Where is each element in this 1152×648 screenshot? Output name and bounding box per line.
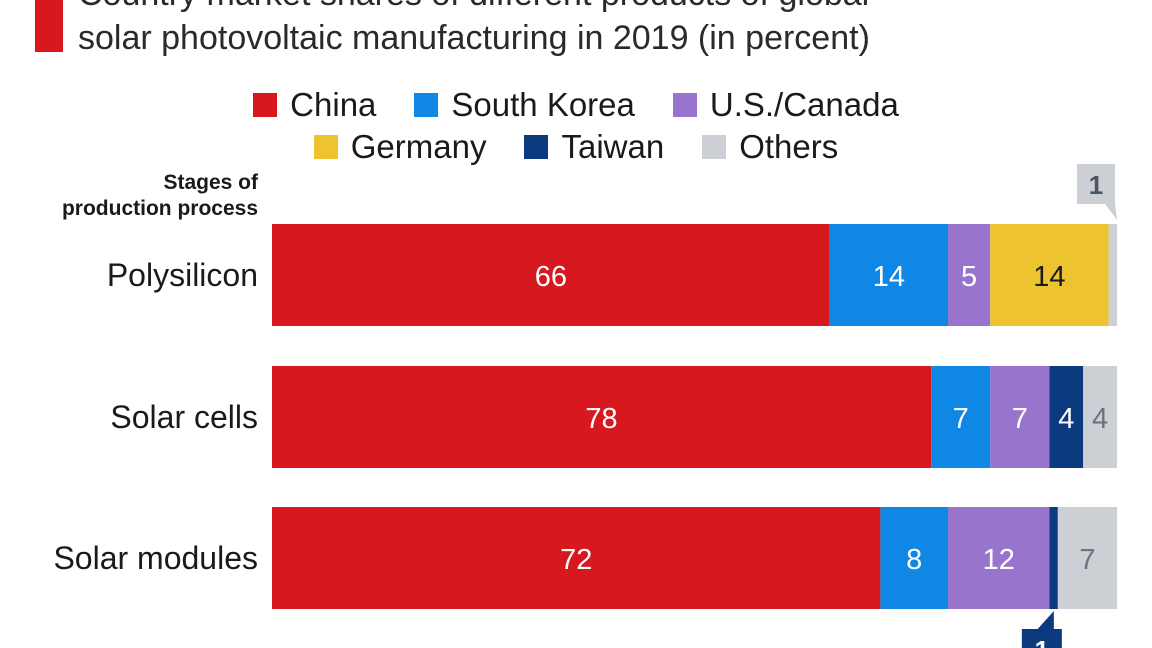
bar-polysilicon-china — [272, 224, 830, 326]
legend-swatch-us-canada — [672, 93, 697, 117]
bar-solar-cells-others — [1083, 366, 1117, 468]
category-label-solar-cells: Solar cells — [110, 399, 258, 435]
value-label-solar-modules-south-korea: 8 — [906, 544, 922, 576]
category-label-solar-modules: Solar modules — [53, 540, 258, 576]
value-label-polysilicon-u-s-canada: 5 — [961, 261, 977, 293]
legend-label-china: China — [290, 86, 377, 123]
bar-solar-cells-china — [272, 366, 932, 468]
legend-label-taiwan: Taiwan — [561, 128, 665, 165]
callout-solar-modules-taiwan-label: 1 — [1035, 635, 1049, 648]
value-label-solar-cells-south-korea: 7 — [953, 403, 969, 435]
value-label-polysilicon-germany: 14 — [1033, 261, 1065, 293]
bar-solar-modules-others — [1057, 507, 1117, 609]
callout-solar-modules-taiwan-box — [1021, 629, 1062, 648]
chart-title-line-2: solar photovoltaic manufacturing in 2019… — [78, 19, 870, 57]
legend-swatch-china — [253, 93, 278, 117]
value-label-solar-cells-taiwan: 4 — [1058, 403, 1074, 435]
legend-label-south-korea: South Korea — [451, 86, 635, 123]
bar-polysilicon-germany — [990, 224, 1109, 326]
legend-item-others: Others — [702, 128, 838, 166]
category-label-polysilicon: Polysilicon — [107, 257, 258, 293]
bar-solar-modules-south-korea — [880, 507, 948, 609]
chart-title-line-1: Country market shares of different produ… — [78, 0, 1138, 16]
legend-swatch-germany — [313, 135, 338, 159]
bar-solar-cells-u-s-canada — [990, 366, 1050, 468]
callout-polysilicon-others-label: 1 — [1089, 170, 1103, 200]
bar-solar-modules-u-s-canada — [948, 507, 1050, 609]
bar-solar-modules-taiwan — [1049, 507, 1058, 609]
legend-item-china: China — [253, 86, 376, 124]
bar-polysilicon-others — [1108, 224, 1117, 326]
legend-item-us-canada: U.S./Canada — [672, 86, 899, 124]
chart-title: Country market shares of different produ… — [78, 0, 1138, 60]
value-label-solar-cells-china: 78 — [585, 403, 617, 435]
legend: China South Korea U.S./Canada Germany Ta… — [0, 84, 1152, 168]
legend-label-us-canada: U.S./Canada — [709, 86, 899, 123]
legend-label-others: Others — [739, 128, 839, 165]
y-axis-title-line-1: Stages of — [163, 171, 258, 194]
value-label-solar-cells-others: 4 — [1092, 403, 1108, 435]
bar-solar-cells-taiwan — [1049, 366, 1084, 468]
legend-label-germany: Germany — [350, 128, 487, 165]
legend-swatch-taiwan — [524, 135, 549, 159]
legend-item-germany: Germany — [313, 128, 487, 166]
legend-swatch-south-korea — [414, 93, 439, 117]
legend-row-2: Germany Taiwan Others — [0, 126, 1152, 168]
title-accent-bar — [35, 0, 63, 52]
value-label-solar-modules-others: 7 — [1079, 544, 1095, 576]
callout-polysilicon-others-pointer — [1105, 204, 1117, 220]
bar-solar-modules-china — [272, 507, 881, 609]
value-label-polysilicon-south-korea: 14 — [873, 261, 905, 293]
y-axis-title-line-2: production process — [61, 197, 258, 220]
legend-row-1: China South Korea U.S./Canada — [0, 84, 1152, 126]
value-label-solar-modules-china: 72 — [560, 544, 592, 576]
value-label-solar-cells-u-s-canada: 7 — [1012, 403, 1028, 435]
value-label-solar-modules-u-s-canada: 12 — [983, 544, 1015, 576]
legend-item-taiwan: Taiwan — [524, 128, 664, 166]
callout-solar-modules-taiwan-pointer — [1035, 611, 1054, 631]
bar-polysilicon-u-s-canada — [948, 224, 991, 326]
legend-item-south-korea: South Korea — [414, 86, 635, 124]
bar-polysilicon-south-korea — [829, 224, 948, 326]
legend-swatch-others — [702, 135, 727, 159]
y-axis-title: Stages of production process — [0, 170, 258, 222]
callout-polysilicon-others-box — [1077, 164, 1115, 204]
bar-solar-cells-south-korea — [931, 366, 991, 468]
value-label-polysilicon-china: 66 — [535, 261, 567, 293]
